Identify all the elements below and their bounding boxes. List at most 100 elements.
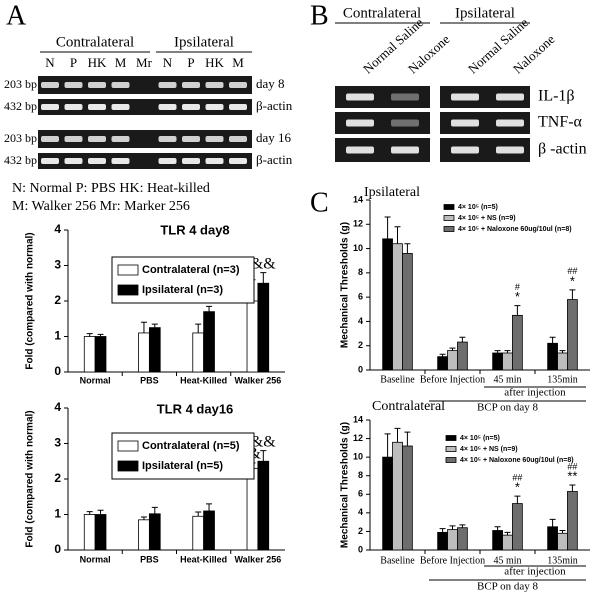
bar [392,441,403,551]
gel-band [64,158,83,164]
bar [557,352,568,371]
row-label: IL-1β [538,88,575,105]
error-bar [151,506,158,514]
size-label: 432 bp [4,99,37,113]
error-bar [140,516,147,520]
row-label: β-actin [256,152,293,167]
gel-band [391,119,419,127]
gel-band [41,158,59,164]
row-label: β -actin [538,141,587,158]
bar [502,352,513,371]
legend-label: Contralateral (n=5) [142,440,240,452]
y-tick-label: 2 [358,340,363,350]
gel [440,112,530,134]
annotation: * [570,273,575,288]
gel [335,86,430,108]
gel-band [229,82,247,88]
gel [38,153,252,169]
y-tick-label: 1 [54,329,61,343]
legend-label: Ipsilateral (n=5) [142,460,223,472]
bar [567,491,578,551]
error-bar [549,336,556,344]
row-label: day 8 [256,76,285,91]
bar [192,332,205,373]
lane-label: P [187,55,194,70]
bar [94,514,107,551]
error-bar [260,272,267,284]
gel [440,86,530,108]
lane-label: Mr [136,55,153,70]
gel-band [205,82,224,88]
lane-label: HK [205,55,224,70]
chart-title: TLR 4 day8 [160,222,229,237]
x-tick-label: 135min [547,374,578,385]
lane-label: M [115,55,127,70]
error-bar [384,433,391,458]
bar [94,336,107,373]
bar [203,311,215,373]
error-bar [260,450,267,462]
panel-label: B [310,0,329,31]
x-tick-label: Heat-Killed [180,554,227,564]
bar [557,532,568,551]
bar [382,456,393,551]
x-tick-label: Walker 256 [235,375,282,385]
gel-band [64,104,83,110]
bar [512,314,523,371]
bar [492,352,503,371]
annotation: && [251,433,276,450]
error-bar [569,484,576,492]
x-tick-label: 45 min [493,374,521,385]
y-tick-label: 0 [358,544,363,554]
bar [382,238,393,371]
x-tick-label: 45 min [493,555,521,566]
error-bar [569,289,576,300]
error-bar [151,323,158,328]
chart-title: TLR 4 day16 [157,401,234,416]
error-bar [394,427,401,443]
error-bar [97,509,104,515]
error-bar [195,511,202,517]
gel-band [229,104,247,110]
bar [447,350,458,371]
y-tick-label: 2 [358,526,363,536]
gel [38,130,252,148]
bar [138,332,150,373]
y-axis-label: Mechanical Thresholds (g) [340,422,351,548]
gel-band [88,136,106,142]
error-bar [86,511,93,515]
error-bar [559,530,566,534]
legend-swatch [445,435,457,441]
lane-label: P [70,55,77,70]
y-tick-label: 6 [358,292,363,302]
y-tick-label: 4 [358,507,363,517]
x-axis-label: BCP on day 8 [477,581,539,593]
y-tick-label: 8 [358,267,363,277]
gel-band [229,136,247,142]
legend-label: Contralateral (n=3) [142,264,240,276]
bar [457,341,468,371]
legend-swatch [443,226,455,232]
legend-swatch [117,264,139,276]
panel-label: A [6,0,27,31]
bar [192,515,205,551]
bar [547,526,558,551]
y-tick-label: 0 [54,542,61,556]
error-bar [404,431,411,446]
bar [148,513,161,551]
y-tick-label: 3 [54,258,61,272]
gel-band [88,104,106,110]
y-axis-label: Fold (compared with normal) [25,410,36,547]
x-tick-label: Before Injection [420,374,485,385]
x-tick-label: Normal [80,554,111,564]
y-tick-label: 14 [353,414,363,424]
bar [83,514,96,551]
legend-label: 4× 10⁵ + Naloxone 60ug/10ul (n=8) [458,226,572,233]
x-tick-label: Normal [80,375,111,385]
size-label: 203 bp [4,131,37,145]
gel-band [391,146,419,154]
gel-band [391,93,419,101]
lane-label: M [232,55,244,70]
error-bar [140,321,147,333]
